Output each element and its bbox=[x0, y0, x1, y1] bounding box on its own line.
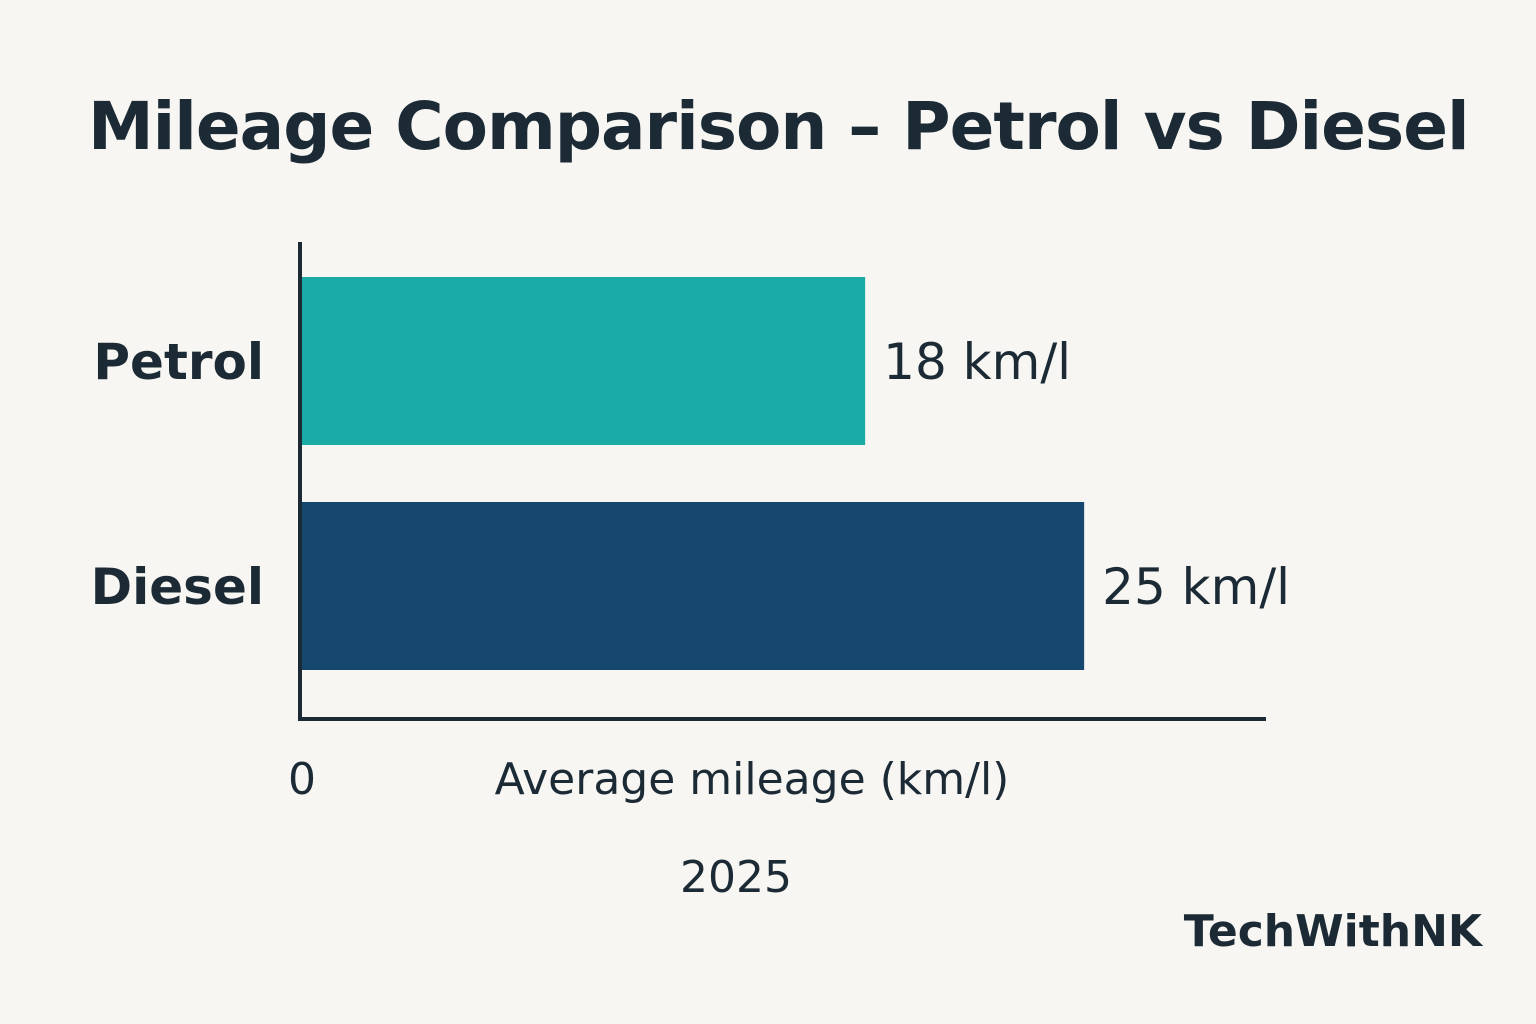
x-tick-label: 0 bbox=[288, 754, 316, 805]
value-label: 25 km/l bbox=[1102, 558, 1290, 616]
labels-layer: Petrol 18 km/l Diesel 25 km/l bbox=[91, 333, 1290, 616]
year-label: 2025 bbox=[680, 852, 792, 903]
brand-watermark: TechWithNK bbox=[1183, 906, 1482, 957]
bar-petrol bbox=[302, 277, 866, 445]
value-label: 18 km/l bbox=[883, 333, 1071, 391]
category-label: Diesel bbox=[91, 558, 264, 616]
chart-title: Mileage Comparison – Petrol vs Diesel bbox=[88, 88, 1470, 165]
category-label: Petrol bbox=[93, 333, 264, 391]
bars-layer bbox=[302, 277, 1085, 670]
x-axis-label: Average mileage (km/l) bbox=[495, 754, 1010, 805]
bar-diesel bbox=[302, 502, 1085, 670]
